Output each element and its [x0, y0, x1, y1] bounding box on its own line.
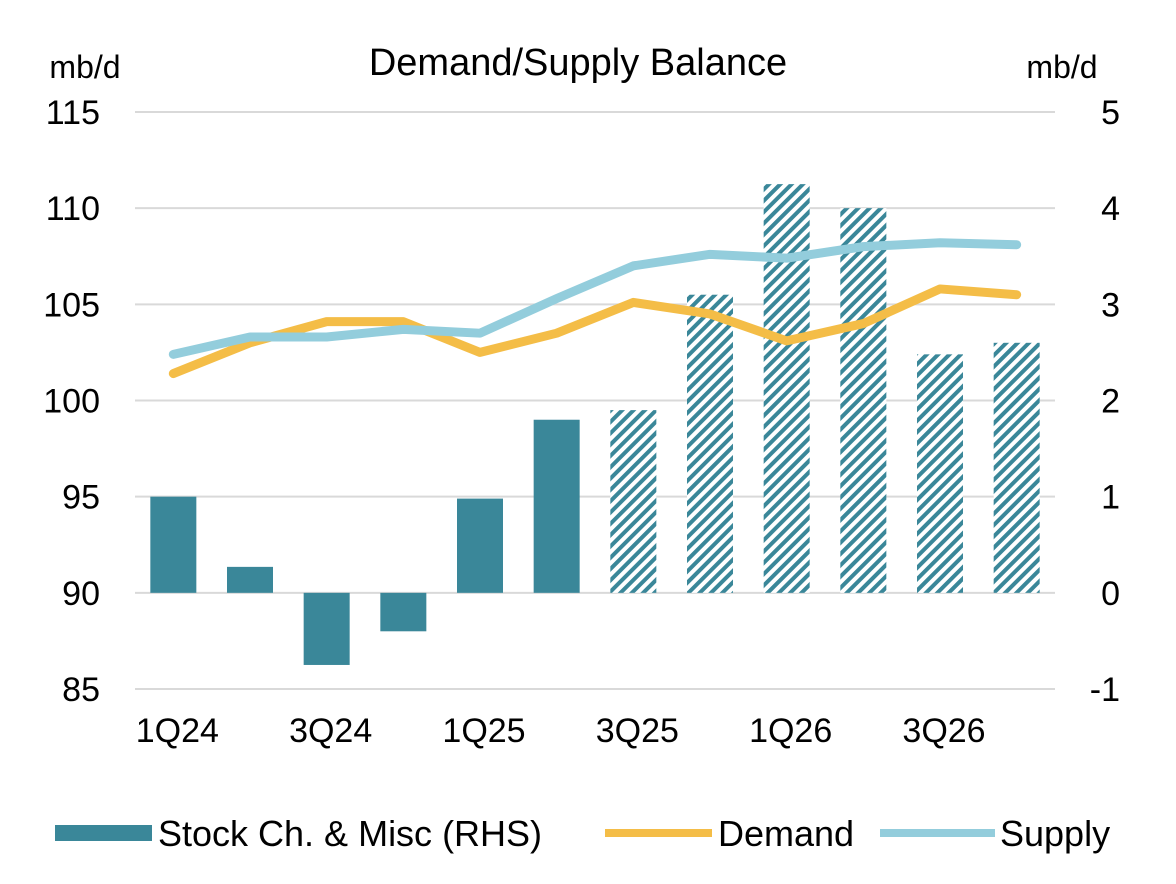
stock-change-bar	[150, 496, 197, 593]
right-axis-unit: mb/d	[1026, 49, 1097, 85]
legend: Stock Ch. & Misc (RHS) Demand Supply	[55, 813, 1110, 854]
stock-change-bar	[687, 294, 733, 593]
x-tick-label: 3Q24	[289, 712, 372, 750]
gridlines	[135, 111, 1055, 690]
x-tick-label: 3Q25	[596, 712, 679, 750]
demand-line	[168, 284, 1022, 379]
y-right-tick-label: 5	[1101, 94, 1120, 132]
stock-change-bar	[380, 592, 427, 632]
y-left-tick-label: 100	[43, 383, 100, 421]
y-left-tick-label: 110	[46, 190, 100, 228]
x-tick-label: 3Q26	[902, 712, 985, 750]
y-left-tick-label: 85	[62, 671, 100, 709]
x-tick-label: 1Q25	[442, 712, 525, 750]
y-right-tick-label: 1	[1101, 479, 1120, 517]
lines	[168, 238, 1022, 379]
left-axis-unit: mb/d	[49, 49, 120, 85]
legend-label-stock: Stock Ch. & Misc (RHS)	[158, 813, 542, 854]
stock-change-bar	[303, 592, 350, 665]
x-tick-label: 1Q24	[136, 712, 219, 750]
y-left-tick-label: 95	[62, 479, 100, 517]
y-right-tick-label: 4	[1101, 190, 1120, 228]
y-left-tick-label: 115	[46, 94, 100, 132]
stock-change-bars	[150, 184, 1040, 665]
stock-change-bar	[457, 498, 503, 593]
stock-change-bar	[840, 208, 887, 593]
y-left-tick-label: 105	[43, 286, 100, 324]
x-tick-label: 1Q26	[749, 712, 832, 750]
supply-line	[168, 238, 1022, 359]
chart-title: Demand/Supply Balance	[369, 42, 787, 84]
stock-change-bar	[917, 354, 963, 593]
axis-ticks: 85 -1 90 0 95 1 100 2 105 3 110 4 115 5 1Q24 3Q24 1Q25 3Q…	[43, 94, 1120, 750]
stock-change-bar	[763, 184, 810, 593]
y-right-tick-label: 0	[1101, 575, 1120, 613]
legend-label-demand: Demand	[718, 813, 854, 854]
legend-label-supply: Supply	[1000, 813, 1110, 854]
stock-change-bar	[610, 410, 657, 593]
y-right-tick-label: -1	[1090, 671, 1120, 709]
stock-change-bar	[993, 342, 1040, 593]
y-right-tick-label: 2	[1101, 383, 1120, 421]
stock-change-bar	[227, 566, 273, 593]
y-right-tick-label: 3	[1101, 286, 1120, 324]
stock-change-bar	[533, 419, 580, 593]
y-left-tick-label: 90	[62, 575, 100, 613]
